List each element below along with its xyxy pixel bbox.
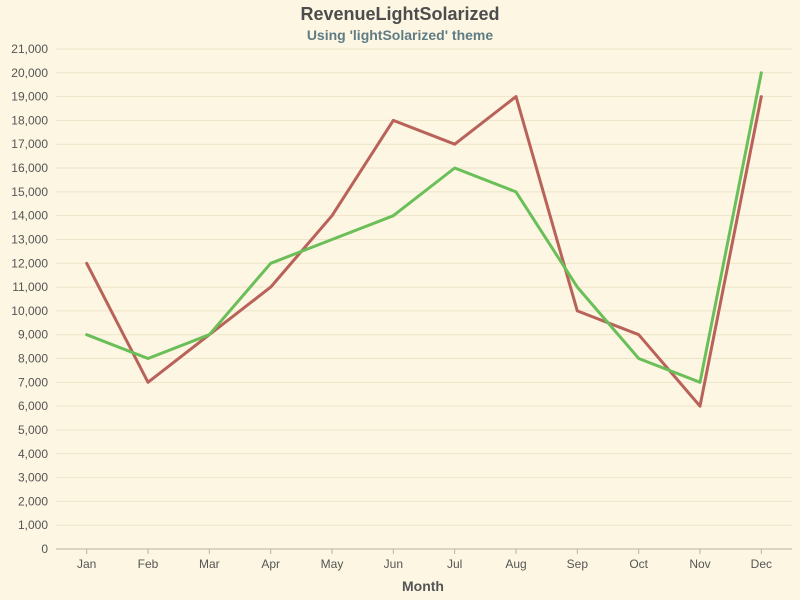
y-axis-ticks: 0 1,000 2,000 3,000 4,000 5,000 6,000 7,000 8,00…	[11, 42, 48, 556]
x-tick-label: Nov	[689, 557, 710, 571]
x-tick-label: Aug	[505, 557, 526, 571]
chart-subtitle: Using 'lightSolarized' theme	[307, 27, 494, 43]
x-tick-label: Jul	[447, 557, 462, 571]
y-tick-label: 9,000	[18, 328, 48, 342]
y-tick-label: 2,000	[18, 494, 48, 508]
y-tick-label: 15,000	[11, 185, 48, 199]
y-tick-label: 4,000	[18, 447, 48, 461]
y-tick-label: 10,000	[11, 304, 48, 318]
y-tick-label: 14,000	[11, 209, 48, 223]
x-tick-label: Feb	[138, 557, 159, 571]
y-tick-label: 16,000	[11, 161, 48, 175]
y-tick-label: 3,000	[18, 471, 48, 485]
y-tick-label: 7,000	[18, 375, 48, 389]
y-tick-label: 21,000	[11, 42, 48, 56]
y-tick-label: 13,000	[11, 232, 48, 246]
y-tick-label: 1,000	[18, 518, 48, 532]
y-tick-label: 19,000	[11, 90, 48, 104]
y-tick-label: 11,000	[12, 280, 48, 294]
x-tick-label: May	[321, 557, 344, 571]
series-line-2	[85, 71, 763, 384]
x-tick-label: Mar	[199, 557, 220, 571]
chart-title: RevenueLightSolarized	[300, 4, 499, 24]
series-line-1	[85, 95, 763, 408]
series-lines	[85, 71, 763, 408]
gridlines	[56, 48, 792, 526]
x-axis-title: Month	[402, 578, 444, 594]
x-tick-label: Sep	[567, 557, 589, 571]
x-tick-label: Jun	[384, 557, 403, 571]
y-tick-label: 8,000	[18, 352, 48, 366]
x-tick-label: Oct	[629, 557, 648, 571]
x-tick-label: Dec	[751, 557, 772, 571]
y-tick-label: 5,000	[18, 423, 48, 437]
y-tick-label: 20,000	[11, 66, 48, 80]
y-tick-label: 0	[41, 542, 48, 556]
x-axis-ticks: Jan Feb Mar Apr May Jun Jul Aug Sep Oct Nov Dec	[77, 549, 772, 571]
y-tick-label: 18,000	[11, 113, 48, 127]
y-tick-label: 12,000	[11, 256, 48, 270]
x-tick-label: Apr	[261, 557, 280, 571]
y-tick-label: 17,000	[11, 137, 48, 151]
x-tick-label: Jan	[77, 557, 96, 571]
y-tick-label: 6,000	[18, 399, 48, 413]
